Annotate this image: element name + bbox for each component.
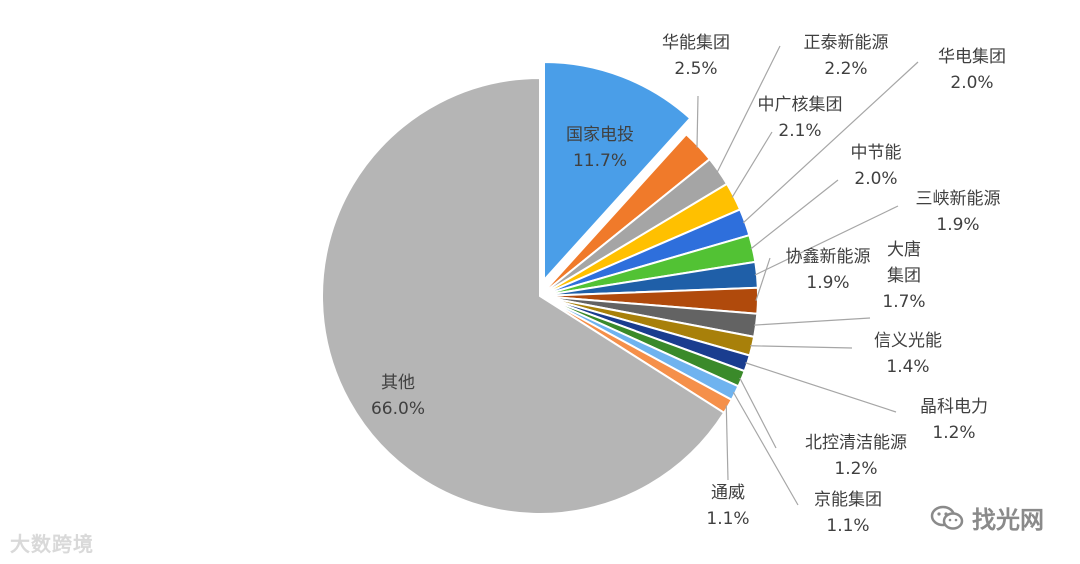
slice-label: 晶科电力 1.2% — [920, 397, 988, 443]
leader-line — [750, 179, 839, 250]
leader-line — [745, 362, 897, 413]
leader-line — [725, 405, 729, 481]
watermark-right: 找光网 — [930, 500, 1044, 535]
leader-lines — [696, 45, 919, 506]
slice-label-name: 大唐 — [887, 239, 921, 260]
watermark-right-text: 找光网 — [972, 506, 1044, 534]
slice-label-name: 协鑫新能源 — [786, 247, 871, 267]
watermark-left: 大数跨境 — [10, 528, 94, 557]
slice-label: 正泰新能源 2.2% — [804, 33, 889, 79]
leader-line — [753, 317, 871, 326]
watermark-left-text: 大数跨境 — [10, 532, 94, 556]
leader-line — [716, 45, 781, 173]
slice-label-value: 2.0% — [854, 169, 897, 189]
slice-label-value: 1.1% — [826, 516, 869, 536]
slice-label: 京能集团 1.1% — [814, 490, 882, 536]
slice-label-name: 晶科电力 — [920, 397, 988, 417]
slice-label: 三峡新能源 1.9% — [916, 189, 1001, 235]
slice-label-value: 1.1% — [706, 509, 749, 529]
pie-slice — [543, 60, 692, 283]
pie-slices — [321, 60, 759, 515]
slice-label: 其他 66.0% — [371, 373, 425, 419]
slice-label-name: 集团 — [887, 266, 921, 286]
leader-line — [731, 131, 773, 198]
leader-line — [754, 205, 899, 276]
slice-label-value: 1.9% — [936, 215, 979, 235]
leader-line — [742, 61, 919, 224]
slice-label-value: 1.4% — [886, 357, 929, 377]
slice-label: 华电集团 2.0% — [938, 47, 1006, 93]
slice-label-name: 中广核集团 — [758, 95, 843, 115]
slice-label-name: 信义光能 — [874, 331, 942, 351]
slice-label: 大唐集团 1.7% — [882, 239, 925, 312]
slice-label-value: 2.5% — [674, 59, 717, 79]
leader-line — [755, 257, 771, 301]
slice-label-name: 三峡新能源 — [916, 189, 1001, 209]
slice-label: 国家电投 11.7% — [566, 125, 634, 171]
leader-line — [732, 391, 799, 506]
slice-label-name: 通威 — [711, 483, 745, 503]
slice-label-name: 中节能 — [851, 143, 902, 163]
slice-label-value: 1.2% — [834, 459, 877, 479]
slice-label-name: 华电集团 — [938, 47, 1006, 67]
slice-label-name: 京能集团 — [814, 490, 882, 510]
slice-label: 北控清洁能源 1.2% — [805, 433, 907, 479]
slice-label-value: 2.1% — [778, 121, 821, 141]
slice-label-name: 华能集团 — [662, 33, 730, 53]
slice-label-name: 正泰新能源 — [804, 33, 889, 53]
slice-label: 中节能 2.0% — [851, 143, 902, 189]
slice-label-value: 1.2% — [932, 423, 975, 443]
slice-label: 通威 1.1% — [706, 483, 749, 529]
wechat-icon — [930, 505, 964, 530]
slice-label: 中广核集团 2.1% — [758, 95, 843, 141]
slice-label: 华能集团 2.5% — [662, 33, 730, 79]
slice-label-value: 66.0% — [371, 399, 425, 419]
slice-labels: 国家电投 11.7% 华能集团 2.5% 正泰新能源 2.2% 中广核集团 2.1% 华电集团 2… — [371, 33, 1006, 536]
pie-slice — [321, 76, 726, 515]
slice-label-value: 1.7% — [882, 292, 925, 312]
slice-label: 信义光能 1.4% — [874, 331, 942, 377]
slice-label-name: 国家电投 — [566, 125, 634, 145]
leader-line — [696, 95, 699, 148]
slice-label-value: 1.9% — [806, 273, 849, 293]
leader-line — [750, 345, 853, 349]
slice-label-value: 11.7% — [573, 151, 627, 171]
slice-label-name: 其他 — [381, 373, 415, 393]
slice-label-value: 2.2% — [824, 59, 867, 79]
slice-label-name: 北控清洁能源 — [805, 433, 907, 453]
slice-label-value: 2.0% — [950, 73, 993, 93]
leader-line — [739, 377, 777, 449]
slice-label: 协鑫新能源 1.9% — [786, 247, 871, 293]
